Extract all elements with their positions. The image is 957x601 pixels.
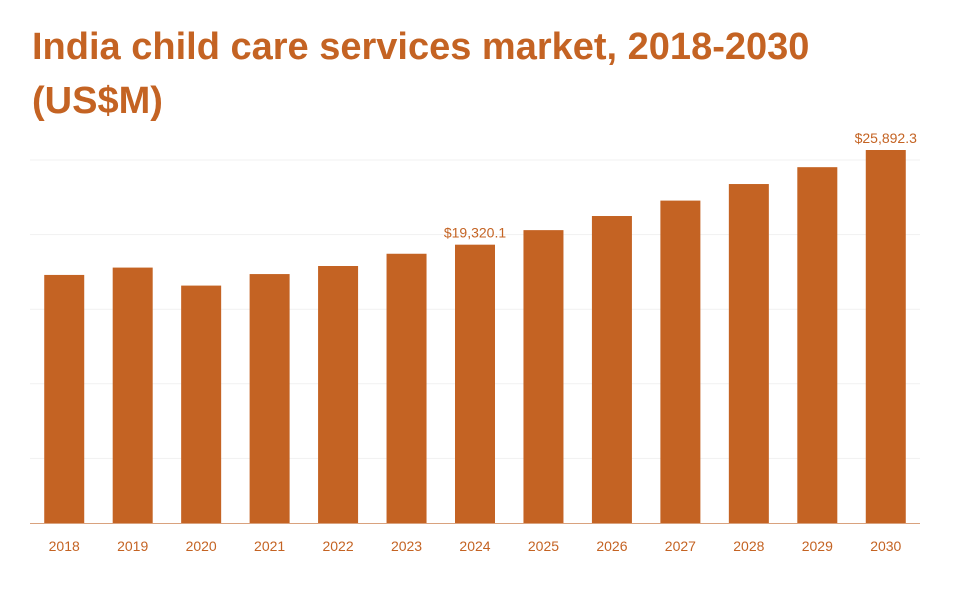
bar-2019 xyxy=(112,267,153,523)
bar-2028 xyxy=(728,184,769,523)
x-tick-label-2024: 2024 xyxy=(459,538,490,554)
bar-2018 xyxy=(44,274,85,523)
bar-2024 xyxy=(455,244,495,523)
bar-2029 xyxy=(797,167,838,523)
bars xyxy=(44,150,906,524)
x-tick-label-2026: 2026 xyxy=(596,538,627,554)
bar-2025 xyxy=(523,230,564,524)
bar-2027 xyxy=(660,200,701,523)
x-tick-label-2022: 2022 xyxy=(322,538,353,554)
x-tick-label-2025: 2025 xyxy=(528,538,559,554)
x-tick-label-2018: 2018 xyxy=(49,538,80,554)
x-tick-label-2019: 2019 xyxy=(117,538,148,554)
x-tick-label-2027: 2027 xyxy=(665,538,696,554)
data-label-2024: $19,320.1 xyxy=(444,225,506,241)
x-tick-label-2029: 2029 xyxy=(802,538,833,554)
bar-2020 xyxy=(181,285,222,523)
bar-2026 xyxy=(591,216,632,523)
bar-2030 xyxy=(865,150,906,523)
x-axis-ticks: 2018 2019 2020 2021 2022 2023 2024 2025 2026 2027… xyxy=(49,538,902,554)
bar-2022 xyxy=(318,266,359,523)
data-label-2030: $25,892.3 xyxy=(855,130,917,146)
chart-title: India child care services market, 2018-2… xyxy=(32,26,810,122)
data-labels: $19,320.1 $25,892.3 xyxy=(444,130,917,241)
bar-2023 xyxy=(386,253,427,523)
x-tick-label-2020: 2020 xyxy=(186,538,217,554)
bar-2021 xyxy=(249,274,290,523)
x-tick-label-2028: 2028 xyxy=(733,538,764,554)
x-tick-label-2021: 2021 xyxy=(254,538,285,554)
x-tick-label-2030: 2030 xyxy=(870,538,901,554)
x-tick-label-2023: 2023 xyxy=(391,538,422,554)
